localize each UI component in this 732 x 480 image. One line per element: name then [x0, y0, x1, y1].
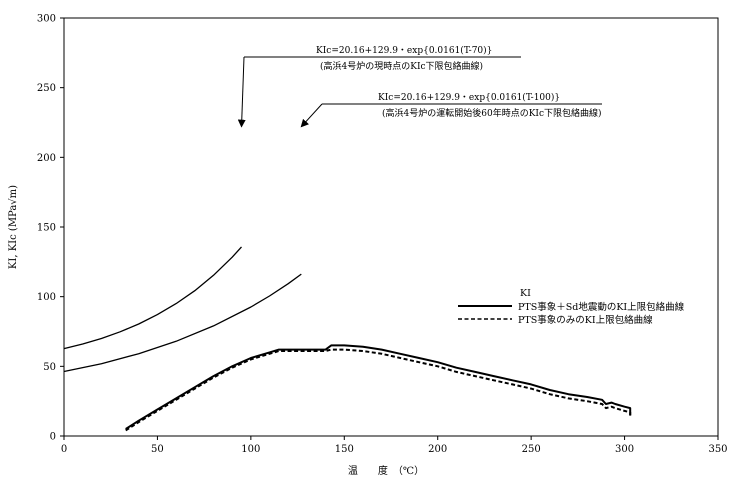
annotation-description: (高浜4号炉の運転開始後60年時点のKIc下限包絡曲線) — [382, 107, 602, 119]
x-tick-label: 250 — [522, 444, 541, 455]
y-tick-label: 0 — [50, 432, 56, 443]
solid-series-line — [63, 273, 302, 373]
y-tick-label: 150 — [37, 223, 56, 234]
solid-series-line — [63, 246, 242, 350]
x-tick-label: 350 — [708, 444, 727, 455]
annotation-formula: KIc=20.16+129.9・exp{0.0161(T-100)} — [378, 92, 560, 103]
x-tick-label: 100 — [241, 444, 260, 455]
annotation-layer: KIc=20.16+129.9・exp{0.0161(T-70)} (高浜4号炉の… — [237, 45, 602, 128]
y-axis-ticks: 0 50 100 150 200 250 300 — [37, 14, 64, 443]
x-axis-label: 温 度 （℃） — [348, 464, 424, 477]
dashed-series-line — [125, 348, 632, 432]
y-tick-label: 250 — [37, 83, 56, 94]
y-tick-label: 50 — [43, 362, 56, 373]
x-tick-label: 300 — [615, 444, 634, 455]
annotation-formula: KIc=20.16+129.9・exp{0.0161(T-70)} — [316, 45, 492, 56]
x-tick-label: 150 — [335, 444, 354, 455]
legend-entry-dashed: PTS事象のみのKI上限包絡曲線 — [518, 314, 653, 326]
x-axis-ticks: 0 50 100 150 200 250 300 350 — [61, 436, 728, 455]
y-tick-label: 100 — [37, 292, 56, 303]
plot-frame — [63, 17, 719, 437]
x-tick-label: 0 — [61, 444, 67, 455]
x-tick-label: 50 — [151, 444, 164, 455]
y-tick-label: 300 — [37, 14, 56, 25]
y-tick-label: 200 — [37, 153, 56, 164]
legend-entry-solid: PTS事象＋Sd地震動のKI上限包絡曲線 — [518, 301, 685, 313]
y-axis-label: KI, KIc (MPa√m) — [8, 185, 19, 269]
legend-title: KI — [520, 288, 531, 299]
legend: KI PTS事象＋Sd地震動のKI上限包絡曲線 PTS事象のみのKI上限包絡曲線 — [458, 288, 685, 326]
x-tick-label: 200 — [428, 444, 447, 455]
solid-series-line — [125, 344, 632, 430]
annotation-arrow — [300, 103, 323, 128]
annotation-arrow — [237, 56, 246, 128]
annotation-description: (高浜4号炉の現時点のKIc下限包絡曲線) — [320, 60, 483, 72]
series-layer — [63, 246, 632, 432]
